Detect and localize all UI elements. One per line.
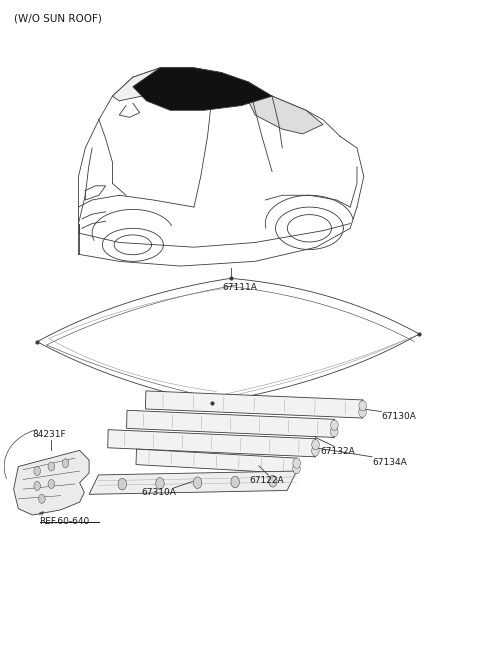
Circle shape — [34, 466, 40, 476]
Text: 67130A: 67130A — [382, 412, 416, 421]
Text: 67134A: 67134A — [372, 458, 407, 467]
Circle shape — [48, 479, 55, 489]
Circle shape — [331, 426, 338, 437]
Circle shape — [62, 458, 69, 468]
Circle shape — [312, 446, 319, 456]
Polygon shape — [136, 449, 297, 474]
Text: 67122A: 67122A — [250, 476, 284, 485]
Polygon shape — [89, 471, 297, 495]
Circle shape — [38, 495, 45, 504]
Circle shape — [34, 481, 40, 491]
Text: REF.60-640: REF.60-640 — [39, 517, 90, 526]
Circle shape — [231, 476, 240, 488]
Text: (W/O SUN ROOF): (W/O SUN ROOF) — [13, 14, 101, 24]
Circle shape — [331, 420, 338, 430]
Circle shape — [312, 440, 319, 450]
Circle shape — [156, 477, 164, 489]
Polygon shape — [133, 68, 272, 110]
Text: 67111A: 67111A — [223, 283, 257, 292]
Polygon shape — [108, 430, 316, 457]
Circle shape — [293, 458, 300, 468]
Circle shape — [359, 401, 366, 411]
Circle shape — [48, 462, 55, 471]
Polygon shape — [145, 391, 363, 418]
Polygon shape — [248, 96, 323, 134]
Text: 67310A: 67310A — [141, 488, 176, 497]
Circle shape — [193, 477, 202, 489]
Circle shape — [269, 476, 277, 487]
Circle shape — [293, 464, 300, 474]
Polygon shape — [13, 451, 89, 515]
Circle shape — [359, 407, 366, 417]
Polygon shape — [112, 68, 194, 101]
Text: 84231F: 84231F — [33, 430, 66, 439]
Polygon shape — [127, 410, 335, 438]
Circle shape — [118, 478, 127, 490]
Text: 67132A: 67132A — [320, 447, 355, 456]
